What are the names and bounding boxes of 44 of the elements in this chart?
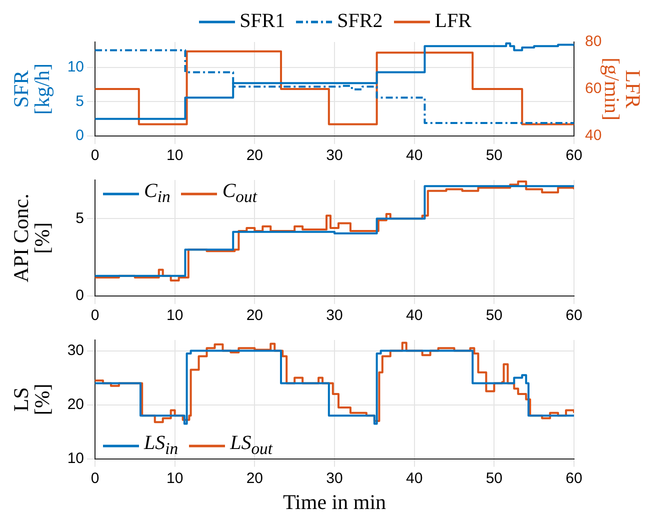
- y-tick-label: 10: [67, 58, 84, 76]
- x-tick-label: 0: [90, 470, 100, 487]
- y-tick-label: 0: [76, 127, 84, 144]
- y-tick-label: 10: [67, 450, 84, 467]
- x-tick-label: 10: [166, 147, 184, 164]
- legend-label: SFR2: [337, 10, 383, 33]
- y-tick-label: 5: [76, 92, 84, 110]
- y2-axis-title: LFR [g/min]: [600, 58, 645, 120]
- y2-tick-label: 80: [585, 33, 602, 50]
- y2-tick-label: 60: [585, 80, 602, 98]
- x-tick-label: 30: [326, 147, 343, 164]
- x-tick-label: 50: [486, 147, 503, 164]
- x-tick-label: 60: [566, 147, 582, 164]
- legend-label: SFR1: [240, 10, 286, 33]
- legend-label: LS$_{out}$: [230, 432, 273, 459]
- x-tick-label: 20: [246, 147, 264, 164]
- y-tick-label: 5: [76, 210, 84, 227]
- x-tick-label: 30: [326, 470, 343, 487]
- x-tick-label: 60: [566, 470, 582, 487]
- y-tick-label: 0: [76, 287, 84, 304]
- y-axis-title: API Conc. [%]: [9, 194, 54, 282]
- x-tick-label: 60: [566, 307, 582, 324]
- x-tick-label: 40: [406, 147, 423, 164]
- x-axis-title: Time in min: [282, 490, 387, 514]
- x-tick-label: 10: [166, 470, 184, 487]
- y-tick-label: 30: [67, 342, 84, 359]
- y-axis-title: SFR [kg/h]: [9, 63, 54, 115]
- x-tick-label: 20: [246, 470, 264, 487]
- x-tick-label: 20: [246, 307, 264, 324]
- legend-label: C$_{out}$: [222, 180, 257, 207]
- x-tick-label: 10: [166, 307, 184, 324]
- y-tick-label: 20: [67, 396, 84, 413]
- y2-tick-label: 40: [585, 127, 602, 144]
- legend-label: C$_{in}$: [144, 180, 170, 207]
- y-axis-title: LS [%]: [9, 384, 54, 416]
- x-tick-label: 0: [90, 307, 100, 324]
- x-tick-label: 40: [406, 307, 423, 324]
- x-tick-label: 0: [90, 147, 100, 164]
- legend-label: LS$_{in}$: [144, 432, 178, 459]
- x-tick-label: 30: [326, 307, 343, 324]
- legend-label: LFR: [434, 10, 472, 33]
- x-tick-label: 40: [406, 470, 423, 487]
- x-tick-label: 50: [486, 307, 503, 324]
- x-tick-label: 50: [486, 470, 503, 487]
